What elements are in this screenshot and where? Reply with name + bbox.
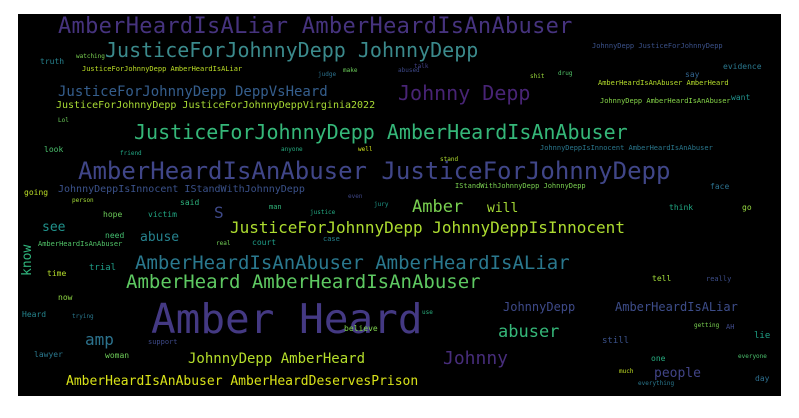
word: trying (72, 313, 94, 320)
word: drug (558, 70, 573, 77)
word: JusticeForJohnnyDepp JohnnyDeppIsInnocen… (230, 218, 625, 237)
word: AH (726, 323, 735, 331)
word: JusticeForJohnnyDepp AmberHeardIsAnAbuse… (134, 120, 628, 144)
word: friend (120, 150, 142, 157)
word: shit (530, 73, 545, 80)
word: case (323, 235, 340, 243)
word: Heard (22, 310, 47, 319)
word-cloud: AmberHeardIsALiar AmberHeardIsAnAbuser J… (18, 14, 781, 396)
word: jury (374, 201, 389, 208)
word: JohnnyDepp (503, 300, 576, 314)
word: want (731, 93, 751, 102)
word: JusticeForJohnnyDepp JusticeForJohnnyDep… (56, 100, 376, 111)
word: trial (89, 263, 117, 273)
word: real (216, 240, 231, 247)
word: AmberHeardIsAnAbuser (38, 240, 123, 248)
word: said (180, 198, 200, 207)
word: even (348, 193, 363, 200)
word: JusticeForJohnnyDepp AmberHeardIsALiar (82, 65, 243, 73)
word: JusticeForJohnnyDepp JohnnyDepp (105, 38, 479, 62)
word: evidence (723, 62, 762, 71)
word: one (651, 354, 666, 363)
word: still (602, 336, 630, 346)
word: lie (754, 331, 771, 341)
word: victim (148, 210, 177, 219)
word: go (742, 203, 752, 212)
word: AmberHeardIsAnAbuser AmberHeardDeservesP… (66, 374, 419, 389)
word: lawyer (34, 350, 63, 359)
word: truth (40, 57, 65, 66)
word: JohnnyDepp JusticeForJohnnyDepp (592, 42, 723, 50)
word: watching (76, 53, 105, 60)
word: people (654, 366, 701, 381)
word: amp (85, 330, 114, 349)
word: justice (310, 209, 336, 216)
word: AmberHeard AmberHeardIsAnAbuser (126, 271, 481, 293)
word: Johnny (443, 348, 509, 369)
word: now (58, 293, 73, 302)
word: will (487, 201, 519, 216)
word: need (105, 231, 125, 240)
word: think (669, 203, 694, 212)
word: tell (652, 274, 672, 283)
word: Lol (58, 117, 69, 124)
word: Amber (412, 197, 464, 217)
word: abuse (140, 230, 180, 245)
word: JohnnyDepp AmberHeardIsAnAbuser (600, 97, 731, 105)
word: support (148, 338, 178, 346)
word: well (358, 146, 373, 153)
word: man (269, 203, 282, 211)
word: AmberHeardIsAnAbuser AmberHeard (598, 79, 729, 87)
word: going (24, 188, 49, 197)
word: time (47, 269, 67, 278)
word: person (72, 197, 94, 204)
word: IStandWithJohnnyDepp JohnnyDepp (455, 182, 586, 190)
word: AmberHeardIsAnAbuser AmberHeardIsALiar (135, 252, 570, 274)
word: know (20, 244, 35, 276)
word: make (343, 67, 358, 74)
word: much (619, 368, 634, 375)
word: day (755, 374, 770, 383)
word: woman (105, 351, 130, 360)
word: face (710, 182, 730, 191)
word: court (252, 238, 277, 247)
word: JohnnyDepp AmberHeard (188, 351, 366, 367)
word: stand (440, 156, 459, 163)
word: getting (694, 322, 720, 329)
word: really (706, 275, 732, 283)
word: believe (344, 324, 378, 333)
word: AmberHeardIsALiar AmberHeardIsAnAbuser (58, 14, 573, 39)
word: JohnnyDeppIsInnocent IStandWithJohnnyDep… (58, 184, 305, 195)
word: everything (638, 380, 675, 387)
word: S (214, 203, 224, 222)
word: look (44, 145, 64, 154)
word: judge (318, 71, 337, 78)
word: JohnnyDeppIsInnocent AmberHeardIsAnAbuse… (540, 144, 713, 152)
word: AmberHeardIsALiar (615, 300, 738, 314)
word: abuser (498, 322, 560, 342)
word: JusticeForJohnnyDepp DeppVsHeard (58, 84, 328, 100)
word: Johnny Depp (398, 81, 531, 105)
word: hope (103, 210, 123, 219)
word: use (422, 309, 433, 316)
word: AmberHeardIsAnAbuser JusticeForJohnnyDep… (78, 157, 671, 185)
word: everyone (738, 353, 767, 360)
word: abused (398, 67, 420, 74)
word: anyone (281, 146, 303, 153)
word: say (685, 70, 700, 79)
word: see (42, 220, 66, 235)
word: Amber Heard (151, 295, 423, 343)
word: talk (414, 63, 429, 70)
